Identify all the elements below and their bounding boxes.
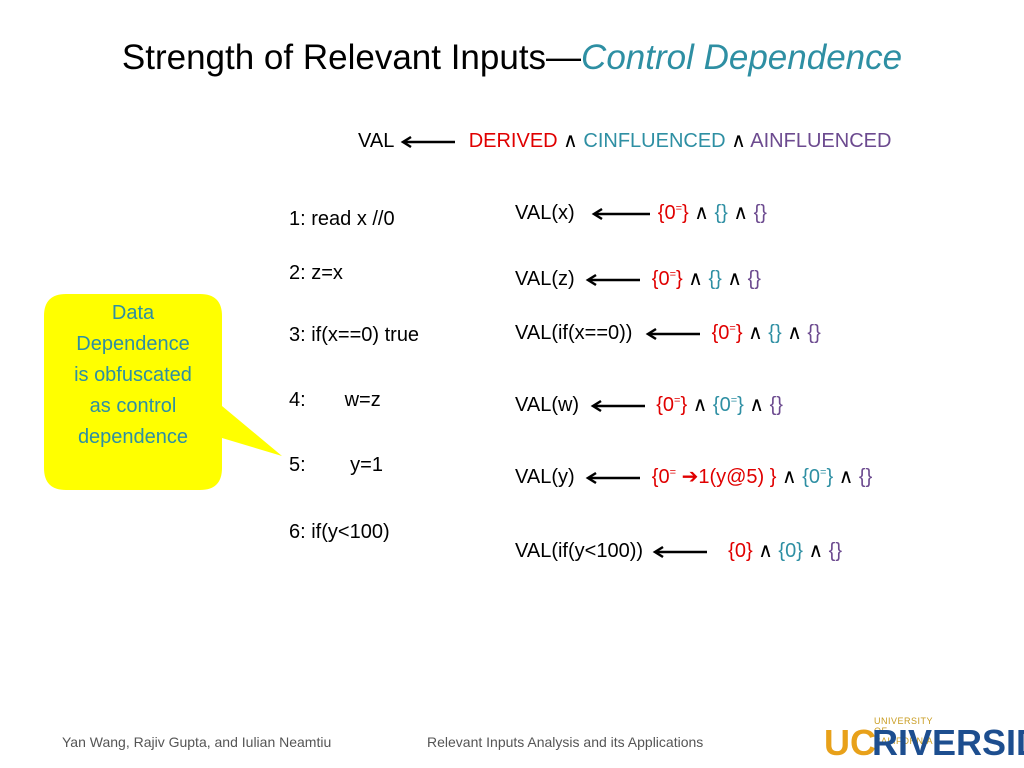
val-label: VAL(w) — [515, 394, 580, 416]
legend-cinfluenced: CINFLUENCED — [583, 130, 726, 152]
cinfluenced-set: {} — [768, 322, 782, 344]
val-label: VAL(if(x==0)) — [515, 322, 633, 344]
and-symbol: ∧ — [758, 540, 773, 562]
logo-riverside: RIVERSIDE — [872, 722, 1024, 763]
legend-val: VAL — [358, 130, 394, 152]
left-arrow-icon — [591, 207, 651, 220]
cinfluenced-set: {0} — [778, 540, 803, 562]
callout-text: Data Dependence is obfuscated as control… — [44, 298, 222, 453]
legend-and-1: ∧ — [563, 130, 578, 152]
val-row: VAL(y) {0= ➔1(y@5) } ∧ {0=} ∧ {} — [515, 464, 872, 489]
derived-set-end: } — [735, 322, 743, 344]
and-symbol: ∧ — [694, 202, 709, 224]
code-line: 2: z=x — [289, 262, 343, 284]
derived-sup: = — [669, 268, 677, 281]
cinfluenced-set: {} — [708, 268, 722, 290]
derived-set: {0 — [711, 322, 730, 344]
val-label: VAL(z) — [515, 268, 575, 290]
ainfluenced-set: {} — [747, 268, 761, 290]
code-line: 4: w=z — [289, 389, 381, 411]
ainfluenced-set: {} — [769, 394, 783, 416]
derived-tail: 1(y@5) } — [698, 466, 777, 488]
code-line: 5: y=1 — [289, 454, 383, 476]
ainfluenced-set: {} — [807, 322, 821, 344]
and-symbol: ∧ — [748, 322, 763, 344]
val-row: VAL(z) {0=} ∧ {} ∧ {} — [515, 266, 761, 291]
legend-row: VAL DERIVED ∧ CINFLUENCED ∧ AINFLUENCED — [358, 128, 891, 153]
and-symbol: ∧ — [692, 394, 708, 416]
callout-line: Dependence — [76, 333, 190, 355]
derived-set: {0} — [728, 540, 753, 562]
cinfluenced-set-end: } — [826, 466, 834, 488]
left-arrow-icon — [645, 327, 701, 340]
callout-line: dependence — [77, 426, 189, 448]
derived-sup: = — [674, 394, 681, 407]
val-label: VAL(y) — [515, 466, 575, 488]
ainfluenced-set: {} — [828, 540, 842, 562]
val-label: VAL(if(y<100)) — [515, 540, 644, 562]
and-symbol: ∧ — [808, 540, 824, 562]
code-line: 6: if(y<100) — [289, 521, 390, 543]
footer-talk-title: Relevant Inputs Analysis and its Applica… — [427, 734, 704, 750]
derived-set: {0 — [651, 466, 670, 488]
cinfluenced-set-end: } — [737, 394, 744, 416]
legend-derived: DERIVED — [468, 130, 558, 152]
val-row: VAL(if(y<100)) {0} ∧ {0} ∧ {} — [515, 538, 842, 563]
derived-set-end: } — [682, 202, 689, 224]
and-symbol: ∧ — [782, 466, 797, 488]
and-symbol: ∧ — [749, 394, 765, 416]
code-line: 1: read x //0 — [289, 208, 395, 230]
and-symbol: ∧ — [688, 268, 703, 290]
cinfluenced-set: {0 — [802, 466, 821, 488]
cinfluenced-set: {0 — [712, 394, 731, 416]
derived-sup: = — [729, 322, 736, 335]
derived-set-end: } — [680, 394, 688, 416]
ainfluenced-set: {} — [753, 202, 767, 224]
and-symbol: ∧ — [838, 466, 854, 488]
val-label: VAL(x) — [515, 202, 575, 224]
cinfluenced-set: {} — [714, 202, 728, 224]
right-arrow-icon: ➔ — [681, 466, 699, 488]
ainfluenced-set: {} — [858, 466, 873, 488]
callout-line: as control — [89, 395, 177, 417]
logo-uc: UC — [824, 722, 876, 763]
slide-title: Strength of Relevant Inputs—Control Depe… — [0, 38, 1024, 78]
legend-and-2: ∧ — [731, 130, 746, 152]
code-line: 3: if(x==0) true — [289, 324, 420, 346]
callout-line: is obfuscated — [74, 364, 192, 386]
derived-set: {0 — [651, 268, 670, 290]
left-arrow-icon — [590, 399, 645, 412]
footer-authors: Yan Wang, Rajiv Gupta, and Iulian Neamti… — [62, 734, 332, 750]
derived-set-end: } — [676, 268, 683, 290]
title-main: Strength of Relevant Inputs— — [121, 38, 582, 77]
logo-small-text: UNIVERSITY OF CALIFORNIA — [874, 716, 934, 746]
callout-line: Data — [111, 302, 155, 324]
title-accent: Control Dependence — [581, 38, 903, 77]
val-row: VAL(w) {0=} ∧ {0=} ∧ {} — [515, 392, 783, 417]
cinfluenced-sup: = — [730, 394, 738, 407]
val-row: VAL(if(x==0)) {0=} ∧ {} ∧ {} — [515, 320, 821, 345]
derived-sup: = — [669, 466, 677, 479]
legend-ainfluenced: AINFLUENCED — [750, 130, 892, 152]
and-symbol: ∧ — [787, 322, 802, 344]
and-symbol: ∧ — [727, 268, 743, 290]
left-arrow-icon — [652, 545, 707, 558]
cinfluenced-sup: = — [820, 466, 827, 479]
derived-sup: = — [675, 202, 683, 215]
left-arrow-icon — [400, 135, 456, 148]
derived-set: {0 — [656, 394, 675, 416]
val-row: VAL(x) {0=} ∧ {} ∧ {} — [515, 200, 767, 225]
derived-set: {0 — [657, 202, 676, 224]
left-arrow-icon — [585, 273, 641, 286]
and-symbol: ∧ — [733, 202, 749, 224]
left-arrow-icon — [585, 471, 641, 484]
